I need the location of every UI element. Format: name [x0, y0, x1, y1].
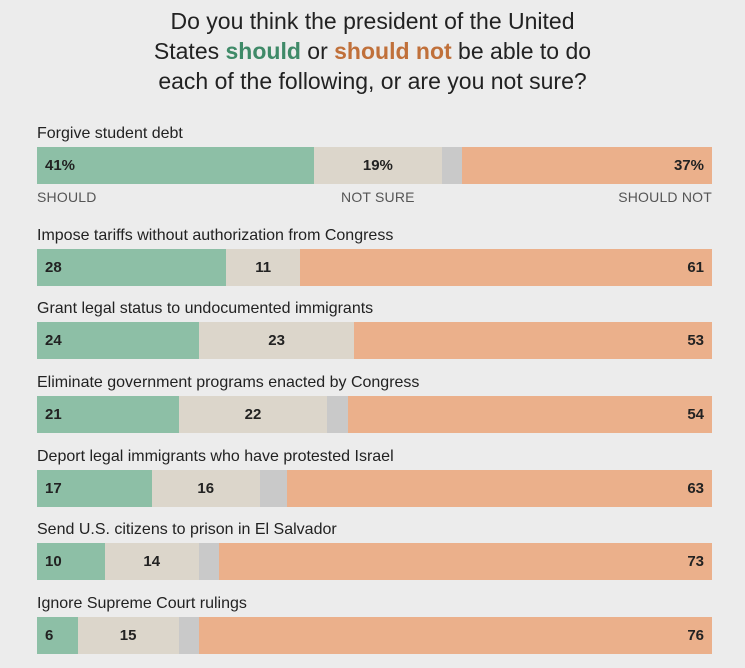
row-label: Eliminate government programs enacted by…: [37, 374, 420, 391]
value-label-not-sure: 14: [143, 553, 161, 570]
bar-segment-not-sure: [226, 249, 301, 286]
stacked-bar: 41% 19% 37%: [37, 147, 712, 184]
stacked-bar: 28 11 61: [37, 249, 712, 286]
bar-segment-should: [37, 396, 179, 433]
value-label-should: 24: [45, 332, 62, 349]
stacked-bar: 21 22 54: [37, 396, 712, 433]
value-label-should-not: 37%: [673, 157, 704, 174]
bar-segment-should-not: [354, 322, 712, 359]
bar-segment-no-answer: [442, 147, 463, 184]
legend-should: SHOULD: [37, 189, 97, 205]
title-line-2-prefix: States: [153, 38, 226, 64]
bar-segment-no-answer: [327, 396, 348, 433]
title-or: or: [300, 38, 335, 64]
row-label: Ignore Supreme Court rulings: [37, 595, 247, 612]
value-label-should: 21: [45, 406, 62, 423]
value-label-not-sure: 15: [119, 627, 137, 644]
value-label-not-sure: 22: [244, 406, 262, 423]
row-label: Impose tariffs without authorization fro…: [37, 227, 394, 244]
value-label-not-sure: 19%: [362, 157, 393, 174]
title-should-highlight: should: [225, 38, 301, 64]
value-label-should: 17: [45, 480, 62, 497]
value-label-should: 6: [45, 627, 54, 644]
stacked-bar: 10 14 73: [37, 543, 712, 580]
bar-segment-no-answer: [259, 470, 287, 507]
bar-segment-not-sure: [77, 617, 179, 654]
title-line-1: Do you think the president of the United: [170, 8, 575, 34]
value-label-should: 41%: [45, 157, 76, 174]
bar-segment-should: [37, 470, 152, 507]
row-label: Forgive student debt: [37, 125, 183, 142]
bar-segment-should: [37, 147, 314, 184]
legend-not-sure: NOT SURE: [341, 189, 415, 205]
value-label-should: 28: [45, 259, 62, 276]
bar-segment-should-not: [199, 617, 712, 654]
bar-segment-should: [37, 249, 226, 286]
value-label-should-not: 54: [687, 406, 704, 423]
row-label: Deport legal immigrants who have protest…: [37, 448, 394, 465]
bar-segment-not-sure: [199, 322, 355, 359]
bar-segment-not-sure: [313, 147, 442, 184]
bar-segment-not-sure: [178, 396, 328, 433]
bar-segment-no-answer: [178, 617, 199, 654]
chart-title: Do you think the president of the United…: [0, 6, 745, 96]
row-label: Send U.S. citizens to prison in El Salva…: [37, 521, 337, 538]
bar-segment-should-not: [347, 396, 712, 433]
bar-segment-not-sure: [104, 543, 199, 580]
value-label-should-not: 73: [687, 553, 704, 570]
row-label: Grant legal status to undocumented immig…: [37, 300, 374, 317]
value-label-should: 10: [45, 553, 62, 570]
bar-segment-not-sure: [151, 470, 260, 507]
bar-segment-should-not: [300, 249, 712, 286]
stacked-bar: 6 15 76: [37, 617, 712, 654]
bar-segment-should: [37, 322, 199, 359]
bar-segment-should: [37, 617, 78, 654]
title-line-2-suffix: be able to do: [451, 38, 592, 64]
legend-should-not: SHOULD NOT: [618, 189, 712, 205]
value-label-should-not: 76: [687, 627, 704, 644]
value-label-not-sure: 23: [268, 332, 285, 349]
value-label-not-sure: 16: [197, 480, 215, 497]
value-label-should-not: 63: [687, 480, 704, 497]
bar-segment-should-not: [462, 147, 712, 184]
value-label-not-sure: 11: [255, 259, 272, 276]
bar-segment-should-not: [286, 470, 712, 507]
title-should-not-highlight: should not: [334, 38, 452, 64]
title-line-3: each of the following, or are you not su…: [158, 68, 587, 94]
bar-segment-no-answer: [199, 543, 220, 580]
stacked-bar: 17 16 63: [37, 470, 712, 507]
value-label-should-not: 53: [687, 332, 704, 349]
value-label-should-not: 61: [687, 259, 704, 276]
stacked-bar: 24 23 53: [37, 322, 712, 359]
bar-segment-should-not: [219, 543, 712, 580]
bar-segment-should: [37, 543, 105, 580]
title-line-2: States should or should not be able to d…: [0, 36, 745, 66]
